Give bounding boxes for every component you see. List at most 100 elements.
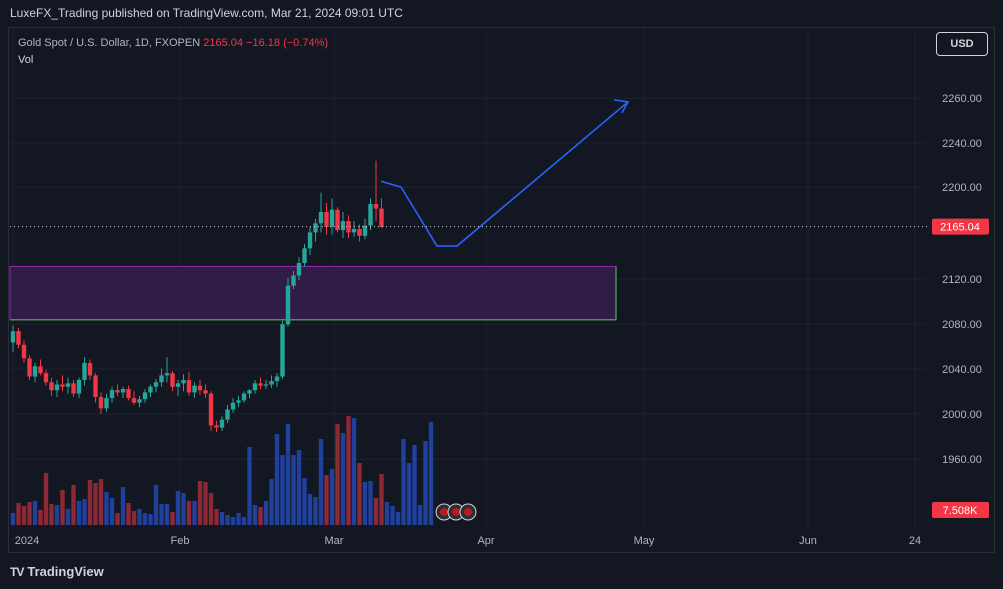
candle-body	[109, 390, 115, 399]
volume-bar	[16, 503, 21, 525]
volume-bar	[137, 509, 142, 525]
time-axis: 2024 Feb Mar Apr May Jun 24	[15, 535, 921, 547]
volume-bar	[54, 505, 60, 525]
volume-label[interactable]: Vol	[18, 54, 34, 66]
candle-body	[274, 376, 280, 382]
volume-bar	[120, 487, 126, 525]
candle-body	[175, 383, 181, 387]
volume-bar	[142, 513, 148, 525]
volume-bar	[203, 482, 208, 525]
volume-bar	[87, 480, 93, 525]
volume-bar	[181, 493, 186, 525]
volume-bar	[406, 463, 412, 525]
volume-bar	[225, 515, 230, 525]
price-value: 2165.04	[203, 37, 244, 49]
volume-bar	[32, 501, 38, 525]
volume-bar	[208, 493, 214, 525]
volume-bar	[241, 517, 247, 525]
volume-bar	[351, 418, 357, 525]
candle-body	[21, 344, 27, 359]
volume-bar	[38, 510, 43, 525]
time-tick-label: 24	[909, 535, 921, 547]
volume-bar	[395, 512, 401, 525]
volume-bar	[335, 424, 340, 525]
demand-zone	[9, 265, 617, 321]
last-price-tag	[932, 218, 989, 235]
candle-body	[137, 399, 142, 403]
candle-body	[76, 379, 82, 394]
candles	[10, 160, 384, 433]
volume-bar	[153, 485, 159, 525]
candle-body	[302, 248, 307, 264]
candle-body	[16, 331, 21, 345]
candle-body	[65, 383, 71, 387]
volume-bar	[104, 492, 109, 525]
candle-body	[98, 396, 104, 409]
volume-tag-text: 7.508K	[943, 505, 979, 517]
volume-bar	[93, 483, 98, 525]
event-icon-dot	[440, 508, 448, 516]
volume-bar	[148, 514, 153, 525]
candle-body	[87, 362, 93, 376]
candle-body	[241, 393, 247, 401]
candle-body	[126, 389, 131, 399]
currency-button[interactable]: USD	[936, 32, 988, 56]
volume-bar	[247, 447, 252, 525]
volume-bar	[219, 512, 225, 525]
volume-bar	[252, 505, 258, 525]
volume-bar	[263, 501, 269, 525]
candle-body	[307, 232, 313, 249]
volume-bar	[76, 501, 82, 525]
volume-bar	[126, 503, 131, 525]
candle-body	[54, 384, 60, 391]
volume-bar	[417, 505, 423, 525]
volume-bar	[329, 469, 335, 525]
volume-bar	[412, 445, 417, 525]
candle-body	[71, 383, 76, 394]
candle-body	[93, 375, 98, 397]
volume-bar	[258, 507, 263, 525]
time-tick-label: May	[634, 535, 655, 547]
candle-body	[148, 386, 153, 393]
last-price-tag-text: 2165.04	[940, 222, 980, 234]
price-tick-label: 2000.00	[942, 409, 982, 421]
time-tick-label: Mar	[325, 535, 344, 547]
volume-bar	[373, 498, 379, 525]
volume-bar	[401, 439, 406, 525]
volume-bar	[379, 474, 384, 525]
candle-body	[324, 211, 329, 227]
price-axis: 2260.00 2240.00 2200.00 2120.00 2080.00 2040.…	[942, 93, 982, 466]
time-tick-label: 2024	[15, 535, 39, 547]
candle-body	[142, 392, 148, 400]
price-tick-label: 2260.00	[942, 93, 982, 105]
symbol-label[interactable]: Gold Spot / U.S. Dollar, 1D, FXOPEN	[18, 37, 201, 49]
tradingview-wordmark: TradingView	[27, 564, 104, 579]
candle-body	[368, 204, 373, 226]
volume-bar	[192, 501, 197, 525]
volume-bar	[21, 506, 27, 525]
time-tick-label: Apr	[477, 535, 494, 547]
tradingview-logo-icon: TV	[10, 564, 24, 579]
volume-bar	[214, 509, 219, 525]
candle-body	[291, 275, 296, 286]
candle-body	[373, 204, 379, 209]
volume-bar	[71, 485, 76, 525]
candle-body	[82, 362, 87, 380]
time-tick-label: Jun	[799, 535, 817, 547]
volume-bar	[384, 502, 390, 525]
candle-body	[252, 383, 258, 391]
candle-body	[280, 324, 285, 377]
candle-body	[164, 373, 170, 376]
candle-body	[335, 209, 340, 231]
candle-body	[318, 211, 324, 224]
candle-body	[153, 382, 159, 387]
volume-bars	[10, 416, 434, 525]
tradingview-footer[interactable]: TV TradingView	[10, 564, 104, 579]
chart-legend: Gold Spot / U.S. Dollar, 1D, FXOPEN 2165…	[18, 35, 328, 69]
candle-body	[351, 228, 357, 233]
volume-bar	[27, 502, 32, 525]
volume-bar	[164, 504, 170, 525]
candle-body	[362, 225, 368, 236]
candle-body	[38, 366, 43, 374]
